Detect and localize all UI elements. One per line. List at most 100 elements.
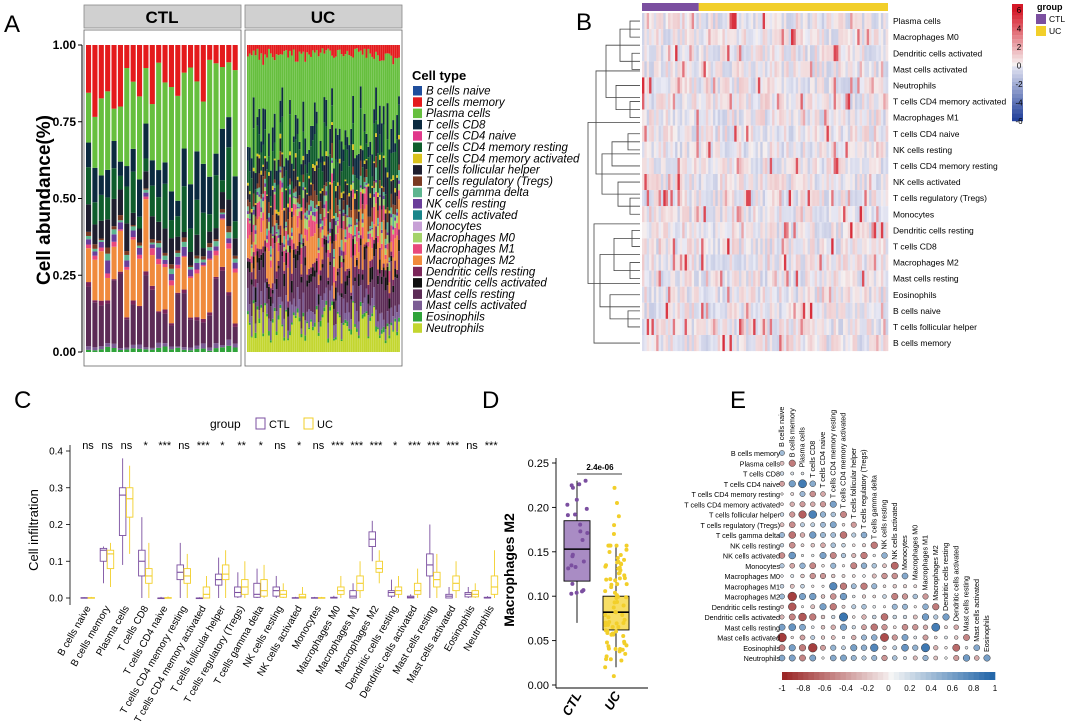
stack-segment xyxy=(281,87,284,117)
heatmap-cell xyxy=(840,335,844,352)
stack-segment xyxy=(377,196,379,211)
heatmap-cell xyxy=(741,141,745,158)
stack-segment xyxy=(219,347,225,352)
heatmap-cell xyxy=(793,270,797,287)
stack-segment xyxy=(388,210,391,214)
stack-segment xyxy=(281,326,284,352)
heatmap-cell xyxy=(772,222,775,239)
heatmap-cell xyxy=(738,141,742,158)
heatmap-cell xyxy=(835,109,839,126)
stack-segment xyxy=(361,193,364,205)
stack-segment xyxy=(319,201,322,214)
heatmap-cell xyxy=(873,222,877,239)
stack-segment xyxy=(256,125,259,154)
stack-segment xyxy=(325,304,328,352)
stack-segment xyxy=(380,45,383,61)
heatmap-cell xyxy=(866,318,870,335)
stack-segment xyxy=(323,311,326,352)
heatmap-cell xyxy=(656,141,659,158)
stack-segment xyxy=(357,335,360,339)
heatmap-cell xyxy=(649,29,652,46)
heatmap-cell xyxy=(833,206,837,223)
stack-segment xyxy=(294,153,297,158)
heatmap-cell xyxy=(859,302,863,319)
stack-segment xyxy=(273,45,276,61)
stack-segment xyxy=(386,232,389,236)
stack-segment xyxy=(279,138,282,152)
stack-segment xyxy=(369,320,372,352)
heatmap-cell xyxy=(712,61,716,78)
stack-segment xyxy=(268,230,270,252)
plot-frame-ctl xyxy=(83,29,242,367)
heatmap-cell xyxy=(694,206,697,223)
heatmap-cell xyxy=(677,270,681,287)
stack-segment xyxy=(371,176,374,186)
heatmap-cell xyxy=(854,254,858,271)
corr-scale-step xyxy=(824,672,831,680)
stack-segment xyxy=(287,57,289,161)
heatmap-row-label: T cells CD8 xyxy=(893,241,937,251)
heatmap-cell xyxy=(845,302,849,319)
heatmap-cell xyxy=(698,77,702,94)
heatmap-cell xyxy=(838,141,841,158)
stack-segment xyxy=(390,207,393,215)
stack-segment xyxy=(317,168,320,202)
stack-segment xyxy=(317,205,320,229)
heatmap-cell xyxy=(715,109,718,126)
heatmap-cell xyxy=(698,93,702,110)
heatmap-cell xyxy=(738,238,742,255)
heatmap-cell xyxy=(795,61,799,78)
stack-segment xyxy=(312,330,314,352)
stack-segment xyxy=(292,315,295,352)
stack-segment xyxy=(260,152,263,171)
corr-col-label: T cells CD8 xyxy=(808,441,817,478)
heatmap-cell xyxy=(642,45,645,62)
stack-segment xyxy=(162,346,168,352)
heatmap-cell xyxy=(757,29,761,46)
d-data-point xyxy=(573,565,578,570)
heatmap-cell xyxy=(767,318,771,335)
stack-segment xyxy=(86,231,92,236)
heatmap-cell xyxy=(824,222,827,239)
heatmap-cell xyxy=(814,206,818,223)
stack-segment xyxy=(329,265,332,291)
heatmap-cell xyxy=(774,174,778,191)
heatmap-cell xyxy=(795,174,799,191)
heatmap-cell xyxy=(786,254,789,271)
significance-label: ns xyxy=(82,440,94,452)
heatmap-cell xyxy=(807,254,811,271)
corr-cell xyxy=(953,655,960,661)
stack-segment xyxy=(149,104,155,161)
corr-cell xyxy=(881,624,888,631)
stack-segment xyxy=(363,297,366,313)
heatmap-cell xyxy=(831,77,834,94)
stack-segment xyxy=(312,267,314,277)
heatmap-cell xyxy=(734,270,737,287)
stack-segment xyxy=(363,181,366,187)
stack-segment xyxy=(290,163,293,182)
stack-segment xyxy=(300,164,303,175)
heatmap-cell xyxy=(828,270,832,287)
stack-segment xyxy=(310,182,312,185)
stack-segment xyxy=(398,96,400,105)
stack-segment xyxy=(124,68,130,167)
stack-segment xyxy=(342,56,345,150)
heatmap-cell xyxy=(753,157,756,174)
stack-segment xyxy=(302,155,305,161)
stack-segment xyxy=(334,225,337,235)
stack-segment xyxy=(219,219,225,267)
stack-segment xyxy=(188,277,194,318)
heatmap-cell xyxy=(684,157,688,174)
stack-segment xyxy=(313,102,316,135)
significance-label: *** xyxy=(331,440,345,452)
heatmap-cell xyxy=(710,302,714,319)
heatmap-cell xyxy=(757,157,761,174)
heatmap-cell xyxy=(729,141,733,158)
stack-segment xyxy=(319,275,322,281)
stack-segment xyxy=(398,183,400,191)
stack-segment xyxy=(162,252,168,256)
stack-segment xyxy=(323,122,326,162)
corr-col-label: T cells CD4 naive xyxy=(818,432,827,488)
corr-cell xyxy=(810,522,816,528)
heatmap-cell xyxy=(831,270,834,287)
